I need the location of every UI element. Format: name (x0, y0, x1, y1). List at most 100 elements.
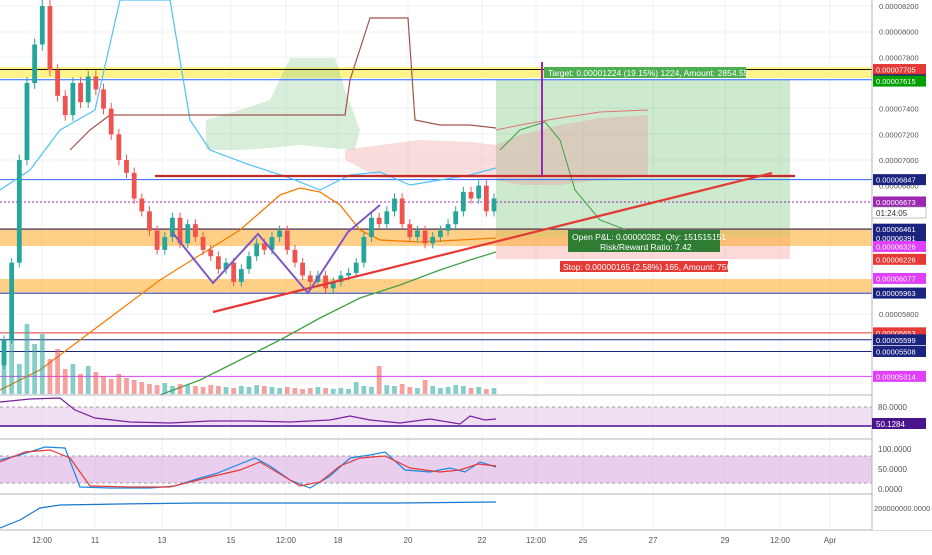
candle-body-40[interactable] (307, 275, 313, 282)
level-badge-8[interactable] (873, 253, 926, 265)
candle-body-47[interactable] (361, 237, 367, 263)
candle-body-56[interactable] (430, 237, 436, 244)
candle-body-26[interactable] (200, 237, 206, 250)
candle-body-45[interactable] (346, 272, 351, 276)
candle-body-13[interactable] (101, 89, 106, 109)
stoch-k-line (0, 446, 497, 489)
level-badge-0[interactable] (873, 64, 926, 76)
candle-body-1[interactable] (9, 262, 15, 340)
level-badge-label-14: 0.00005314 (876, 372, 916, 381)
candle-body-35[interactable] (269, 237, 275, 250)
candle-body-30[interactable] (231, 262, 237, 282)
level-badge-label-6: 0.00006391 (876, 234, 916, 243)
candle-body-6[interactable] (47, 6, 53, 71)
candle-body-15[interactable] (116, 134, 122, 160)
candle-body-52[interactable] (399, 198, 405, 225)
candle-body-63[interactable] (483, 185, 489, 212)
candle-body-16[interactable] (124, 160, 129, 173)
price-level-badges[interactable]: 0.000077050.000076250.000076150.00006847… (873, 64, 926, 382)
candle-body-17[interactable] (131, 172, 137, 199)
volume-bar-45 (346, 389, 351, 394)
candle-body-9[interactable] (70, 83, 76, 116)
candle-body-58[interactable] (445, 224, 451, 231)
level-badge-7[interactable] (873, 240, 926, 252)
open-pl-box[interactable]: Open P&L: 0.00000282, Qty: 151515151 Ris… (568, 230, 726, 252)
candle-body-18[interactable] (139, 198, 145, 212)
candle-body-59[interactable] (453, 211, 459, 225)
candle-body-64[interactable] (491, 198, 497, 212)
volume-bar-53 (407, 387, 413, 394)
level-badge-4[interactable] (873, 196, 926, 208)
candle-body-2[interactable] (16, 160, 22, 263)
pattern-zigzag[interactable] (171, 204, 381, 295)
candle-body-37[interactable] (284, 230, 290, 250)
candle-body-29[interactable] (223, 262, 229, 270)
candle-body-61[interactable] (468, 192, 474, 199)
main-grid (0, 5, 872, 315)
candle-body-50[interactable] (384, 211, 390, 225)
candle-body-23[interactable] (177, 217, 183, 244)
level-badge-label-11: 0.00005653 (876, 329, 916, 338)
candle-body-51[interactable] (392, 198, 397, 212)
candle-body-8[interactable] (62, 95, 68, 116)
level-badge-10[interactable] (873, 287, 926, 299)
candle-body-42[interactable] (323, 275, 328, 289)
candle-body-60[interactable] (460, 192, 466, 212)
candle-body-25[interactable] (193, 224, 198, 237)
candle-body-32[interactable] (246, 256, 252, 270)
level-badge-label-9: 0.00006077 (876, 274, 916, 283)
candle-body-43[interactable] (330, 281, 336, 289)
candle-body-28[interactable] (215, 256, 221, 270)
candle-body-3[interactable] (24, 83, 30, 160)
candle-body-57[interactable] (438, 230, 443, 237)
level-badge-12[interactable] (873, 334, 926, 346)
candle-body-11[interactable] (85, 76, 91, 103)
candle-body-33[interactable] (254, 243, 260, 257)
candle-body-22[interactable] (170, 217, 175, 237)
volume-bar-54 (415, 388, 420, 394)
level-badge-2[interactable] (873, 75, 926, 87)
stop-label-box[interactable]: Stop: 0.00000165 (2.58%) 165, Amount: 75… (560, 261, 732, 272)
level-badge-6[interactable] (873, 232, 926, 244)
candle-body-46[interactable] (353, 262, 359, 273)
candle-body-55[interactable] (422, 230, 428, 244)
level-badge-3[interactable] (873, 174, 926, 186)
price-axis[interactable] (872, 0, 932, 530)
candle-body-62[interactable] (476, 185, 482, 199)
candle-body-24[interactable] (185, 224, 191, 244)
candle-body-27[interactable] (208, 249, 214, 257)
candle-body-49[interactable] (376, 217, 382, 225)
target-zone[interactable] (496, 80, 790, 237)
candle-body-54[interactable] (415, 230, 420, 237)
candle-body-48[interactable] (369, 217, 374, 237)
candle-body-19[interactable] (147, 211, 152, 231)
candle-body-53[interactable] (407, 224, 413, 237)
candle-body-14[interactable] (108, 108, 114, 135)
candle-body-21[interactable] (162, 237, 168, 250)
candle-body-0[interactable] (1, 339, 7, 366)
candle-body-31[interactable] (238, 269, 244, 282)
target-label-box[interactable]: Target: 0.00001224 (19.15%) 1224, Amount… (544, 67, 749, 78)
candle-body-44[interactable] (338, 275, 344, 282)
level-badge-13[interactable] (873, 345, 926, 357)
ascending-trendline[interactable] (212, 171, 773, 314)
candle-body-12[interactable] (93, 76, 99, 90)
candle-body-38[interactable] (292, 249, 298, 263)
candle-body-36[interactable] (277, 230, 283, 237)
candle-body-34[interactable] (261, 243, 267, 250)
level-badge-14[interactable] (873, 370, 926, 382)
level-badge-label-2: 0.00007615 (876, 77, 916, 86)
candle-body-7[interactable] (55, 70, 60, 96)
candle-body-5[interactable] (39, 6, 45, 45)
level-badge-5[interactable] (873, 223, 926, 235)
candle-body-39[interactable] (300, 262, 305, 276)
candle-body-20[interactable] (154, 230, 160, 250)
time-label-3: 15 (227, 536, 236, 545)
level-badge-9[interactable] (873, 272, 926, 284)
level-badge-11[interactable] (873, 327, 926, 339)
candle-body-10[interactable] (78, 83, 83, 103)
candle-body-4[interactable] (32, 44, 38, 84)
zone-band-upper (0, 228, 872, 246)
